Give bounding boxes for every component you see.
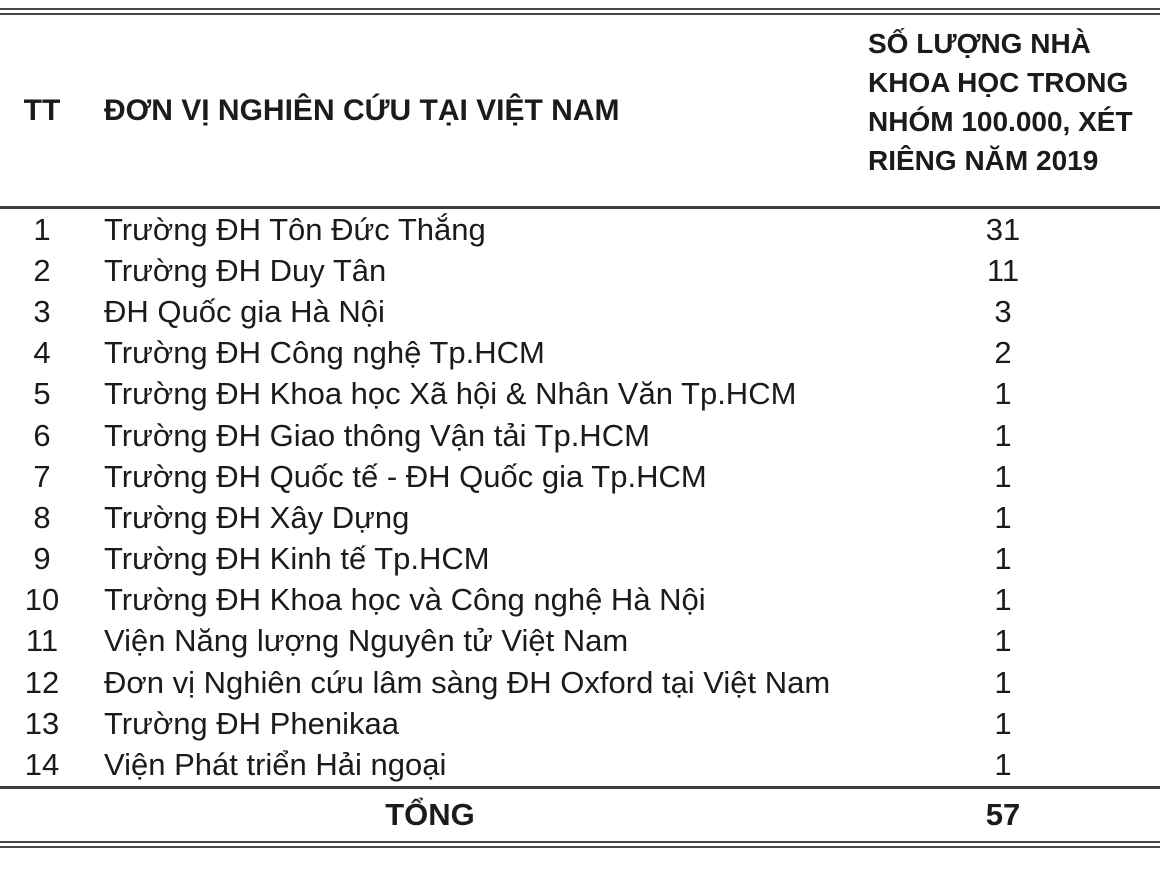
col-header-count: SỐ LƯỢNG NHÀ KHOA HỌC TRONG NHÓM 100.000… xyxy=(868,28,1133,176)
table-body: 1 Trường ĐH Tôn Đức Thắng 31 2 Trường ĐH… xyxy=(0,209,1160,786)
total-value: 57 xyxy=(985,796,1021,832)
cell-unit-name: Trường ĐH Khoa học Xã hội & Nhân Văn Tp.… xyxy=(104,376,797,412)
cell-unit-name: Trường ĐH Kinh tế Tp.HCM xyxy=(104,541,490,577)
cell-count: 2 xyxy=(994,335,1012,371)
cell-index: 11 xyxy=(25,623,59,659)
cell-index: 6 xyxy=(33,417,51,453)
table-row: 5 Trường ĐH Khoa học Xã hội & Nhân Văn T… xyxy=(0,374,1160,415)
cell-unit-name: Trường ĐH Xây Dựng xyxy=(104,499,410,535)
cell-index: 3 xyxy=(33,293,51,329)
cell-unit-name: Trường ĐH Phenikaa xyxy=(104,705,399,741)
cell-unit-name: Trường ĐH Quốc tế - ĐH Quốc gia Tp.HCM xyxy=(104,458,707,494)
table-row: 14 Viện Phát triển Hải ngoại 1 xyxy=(0,744,1160,785)
table-row: 10 Trường ĐH Khoa học và Công nghệ Hà Nộ… xyxy=(0,580,1160,621)
cell-count: 31 xyxy=(985,211,1021,247)
cell-index: 4 xyxy=(33,335,51,371)
col-header-unit: ĐƠN VỊ NGHIÊN CỨU TẠI VIỆT NAM xyxy=(104,93,620,127)
total-row: TỔNG 57 xyxy=(0,785,1160,841)
cell-unit-name: Trường ĐH Công nghệ Tp.HCM xyxy=(104,335,545,371)
table-row: 6 Trường ĐH Giao thông Vận tải Tp.HCM 1 xyxy=(0,415,1160,456)
cell-count: 1 xyxy=(994,417,1012,453)
col-header-tt: TT xyxy=(23,93,61,127)
table-row: 9 Trường ĐH Kinh tế Tp.HCM 1 xyxy=(0,539,1160,580)
cell-index: 1 xyxy=(33,211,51,247)
cell-count: 1 xyxy=(994,458,1012,494)
cell-count: 1 xyxy=(994,376,1012,412)
cell-unit-name: Trường ĐH Giao thông Vận tải Tp.HCM xyxy=(104,417,650,453)
table-row: 2 Trường ĐH Duy Tân 11 xyxy=(0,250,1160,291)
cell-index: 8 xyxy=(33,499,51,535)
table-row: 13 Trường ĐH Phenikaa 1 xyxy=(0,703,1160,744)
header-row: TT ĐƠN VỊ NGHIÊN CỨU TẠI VIỆT NAM SỐ LƯỢ… xyxy=(0,15,1160,209)
cell-unit-name: Trường ĐH Duy Tân xyxy=(104,252,387,288)
cell-count: 1 xyxy=(994,664,1012,700)
cell-index: 14 xyxy=(24,747,60,783)
cell-unit-name: ĐH Quốc gia Hà Nội xyxy=(104,293,385,329)
total-label: TỔNG xyxy=(385,796,475,832)
cell-count: 11 xyxy=(986,252,1020,288)
cell-index: 5 xyxy=(33,376,51,412)
results-table: TT ĐƠN VỊ NGHIÊN CỨU TẠI VIỆT NAM SỐ LƯỢ… xyxy=(0,8,1160,848)
cell-index: 2 xyxy=(33,252,51,288)
cell-count: 3 xyxy=(994,293,1012,329)
cell-unit-name: Trường ĐH Khoa học và Công nghệ Hà Nội xyxy=(104,582,706,618)
cell-index: 10 xyxy=(24,582,60,618)
cell-unit-name: Viện Năng lượng Nguyên tử Việt Nam xyxy=(104,623,629,659)
table-row: 7 Trường ĐH Quốc tế - ĐH Quốc gia Tp.HCM… xyxy=(0,456,1160,497)
cell-index: 7 xyxy=(33,458,51,494)
cell-count: 1 xyxy=(994,623,1012,659)
cell-unit-name: Trường ĐH Tôn Đức Thắng xyxy=(104,211,486,247)
cell-count: 1 xyxy=(994,499,1012,535)
table-row: 8 Trường ĐH Xây Dựng 1 xyxy=(0,497,1160,538)
cell-index: 13 xyxy=(24,705,60,741)
cell-unit-name: Đơn vị Nghiên cứu lâm sàng ĐH Oxford tại… xyxy=(104,664,831,700)
table-row: 4 Trường ĐH Công nghệ Tp.HCM 2 xyxy=(0,333,1160,374)
cell-unit-name: Viện Phát triển Hải ngoại xyxy=(104,747,447,783)
table-row: 1 Trường ĐH Tôn Đức Thắng 31 xyxy=(0,209,1160,250)
table-row: 12 Đơn vị Nghiên cứu lâm sàng ĐH Oxford … xyxy=(0,662,1160,703)
cell-index: 9 xyxy=(33,541,51,577)
cell-count: 1 xyxy=(994,747,1012,783)
cell-count: 1 xyxy=(994,541,1012,577)
cell-index: 12 xyxy=(24,664,60,700)
table-row: 3 ĐH Quốc gia Hà Nội 3 xyxy=(0,291,1160,332)
cell-count: 1 xyxy=(994,705,1012,741)
cell-count: 1 xyxy=(994,582,1012,618)
table-row: 11 Viện Năng lượng Nguyên tử Việt Nam 1 xyxy=(0,621,1160,662)
